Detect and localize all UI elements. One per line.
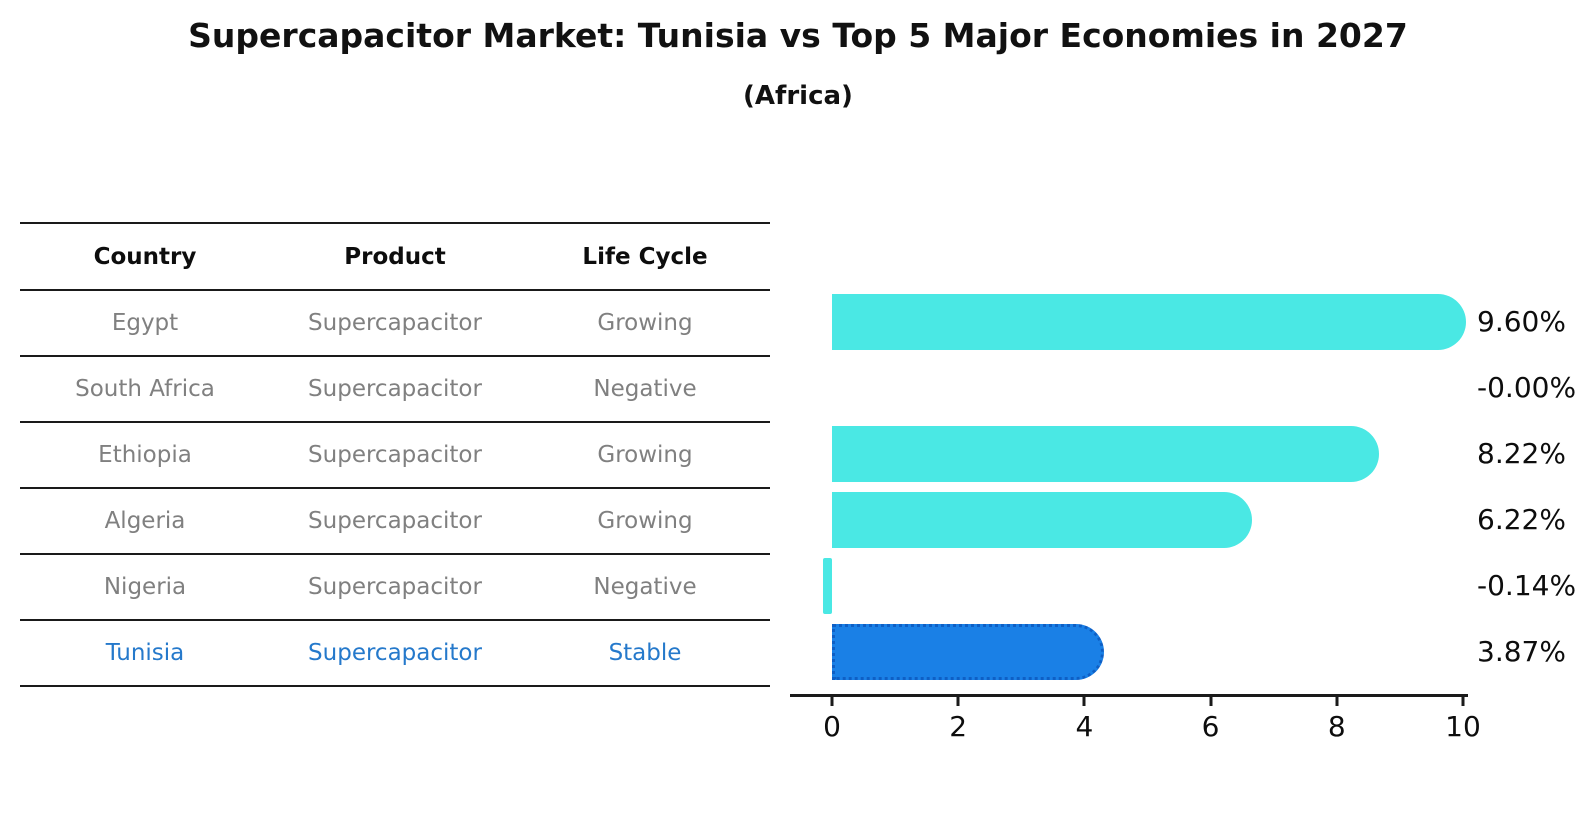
cell-lifecycle-south-africa: Negative (593, 376, 697, 402)
chart-subtitle: (Africa) (743, 81, 853, 111)
table-header-row: Country Product Life Cycle (20, 224, 770, 291)
country-data-table: Country Product Life Cycle Egypt Supercap… (20, 222, 770, 687)
x-axis-tick-8 (1335, 697, 1339, 706)
bar-algeria (832, 492, 1253, 548)
cell-country-algeria: Algeria (104, 508, 186, 534)
value-label-nigeria: -0.14% (1477, 568, 1577, 602)
cell-product-egypt: Supercapacitor (308, 310, 482, 336)
x-axis-line (790, 694, 1468, 697)
cell-product-tunisia: Supercapacitor (308, 640, 482, 666)
value-label-algeria: 6.22% (1477, 502, 1566, 536)
x-axis-tick-2 (956, 697, 960, 706)
cell-lifecycle-tunisia: Stable (608, 640, 682, 666)
column-header-lifecycle: Life Cycle (582, 243, 708, 270)
table-body: Egypt Supercapacitor Growing South Africa Su… (20, 291, 770, 687)
cell-lifecycle-egypt: Growing (597, 310, 693, 336)
chart-title: Supercapacitor Market: Tunisia vs Top 5 … (188, 16, 1408, 55)
x-axis-tick-4 (1082, 697, 1086, 706)
cell-product-algeria: Supercapacitor (308, 508, 482, 534)
x-axis-tick-label-6: 6 (1201, 710, 1220, 743)
value-label-ethiopia: 8.22% (1477, 436, 1566, 470)
x-axis-tick-label-8: 8 (1327, 710, 1346, 743)
table-row-algeria: Algeria Supercapacitor Growing (20, 489, 770, 555)
cell-country-egypt: Egypt (111, 310, 179, 336)
cell-country-south-africa: South Africa (75, 376, 215, 402)
cell-country-nigeria: Nigeria (103, 574, 187, 600)
x-axis-tick-label-0: 0 (823, 710, 841, 743)
bar-tunisia (832, 624, 1105, 680)
bar-ethiopia (832, 426, 1379, 482)
table-row-egypt: Egypt Supercapacitor Growing (20, 291, 770, 357)
value-label-tunisia: 3.87% (1477, 634, 1566, 668)
table-row-south-africa: South Africa Supercapacitor Negative (20, 357, 770, 423)
value-label-south-africa: -0.00% (1477, 370, 1577, 404)
bar-nigeria (823, 558, 832, 614)
cell-lifecycle-nigeria: Negative (593, 574, 697, 600)
cell-product-south-africa: Supercapacitor (308, 376, 482, 402)
cell-country-tunisia: Tunisia (105, 640, 185, 666)
cell-product-ethiopia: Supercapacitor (308, 442, 482, 468)
x-axis-tick-label-4: 4 (1075, 710, 1094, 743)
bar-egypt (832, 294, 1466, 350)
x-axis-tick-10 (1461, 697, 1465, 706)
column-header-country: Country (93, 243, 197, 270)
table-row-tunisia: Tunisia Supercapacitor Stable (20, 621, 770, 687)
cell-lifecycle-algeria: Growing (597, 508, 693, 534)
x-axis-tick-label-2: 2 (949, 710, 968, 743)
table-row-ethiopia: Ethiopia Supercapacitor Growing (20, 423, 770, 489)
cell-product-nigeria: Supercapacitor (308, 574, 482, 600)
cell-lifecycle-ethiopia: Growing (597, 442, 693, 468)
value-label-egypt: 9.60% (1477, 304, 1566, 338)
cell-country-ethiopia: Ethiopia (98, 442, 192, 468)
x-axis-tick-label-10: 10 (1445, 710, 1481, 743)
x-axis-tick-0 (830, 697, 834, 706)
x-axis-tick-6 (1209, 697, 1213, 706)
table-row-nigeria: Nigeria Supercapacitor Negative (20, 555, 770, 621)
column-header-product: Product (344, 243, 446, 270)
